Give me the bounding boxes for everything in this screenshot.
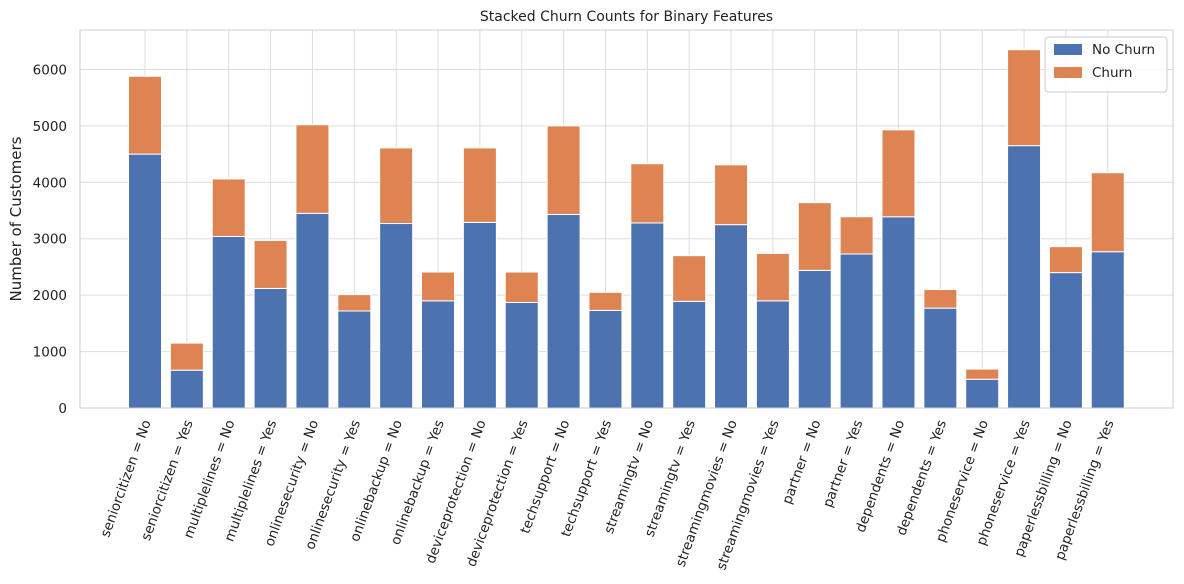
bar-churn (128, 75, 162, 155)
bar-churn (672, 255, 707, 302)
bar-no-churn (714, 224, 749, 409)
bar-no-churn (923, 307, 958, 409)
chart-title: Stacked Churn Counts for Binary Features (480, 9, 773, 25)
x-tick-label: partner = Yes (820, 418, 866, 510)
bar-no-churn (295, 212, 330, 409)
bar-no-churn (588, 309, 623, 409)
y-tick-label: 6000 (33, 62, 67, 78)
bar-churn (337, 294, 372, 312)
y-tick-label: 1000 (33, 345, 67, 361)
y-axis-label: Number of Customers (7, 136, 25, 301)
bar-no-churn (211, 235, 246, 409)
bar-churn (714, 164, 749, 226)
bar-churn (253, 239, 288, 289)
bar-churn (504, 271, 539, 303)
legend-swatch (1054, 67, 1082, 78)
bar-no-churn (169, 369, 204, 409)
bar-churn (421, 271, 456, 302)
bar-no-churn (797, 269, 832, 409)
y-tick-label: 5000 (33, 119, 67, 135)
bar-churn (295, 124, 330, 214)
bar-churn (211, 178, 246, 237)
y-tick-label: 4000 (33, 175, 67, 191)
bar-churn (379, 147, 414, 225)
bar-churn (965, 368, 1000, 380)
bar-churn (1090, 172, 1125, 253)
bar-no-churn (881, 216, 916, 409)
legend-label: Churn (1092, 65, 1132, 81)
legend-swatch (1054, 44, 1082, 55)
bar-churn (588, 291, 623, 311)
plot-frame (79, 29, 1174, 409)
bar-no-churn (1048, 272, 1083, 409)
bar-churn (797, 202, 832, 271)
bar-no-churn (965, 378, 1000, 409)
bar-churn (1048, 246, 1083, 274)
bar-no-churn (630, 222, 665, 409)
bar-no-churn (421, 300, 456, 409)
bar-no-churn (504, 301, 539, 409)
bar-churn (1007, 49, 1042, 147)
bar-churn (462, 147, 497, 223)
y-tick-label: 0 (58, 401, 67, 417)
bar-churn (839, 216, 874, 255)
bar-churn (923, 289, 958, 309)
y-tick-label: 2000 (33, 288, 67, 304)
legend: No Churn Churn (1044, 36, 1168, 93)
bar-no-churn (1007, 145, 1042, 409)
bar-no-churn (672, 300, 707, 409)
y-axis-ticks: 0 1000 2000 3000 4000 5000 6000 (33, 62, 67, 417)
bars (128, 49, 1125, 409)
bar-churn (546, 125, 581, 215)
bar-churn (169, 342, 204, 371)
bar-no-churn (546, 213, 581, 409)
bar-no-churn (379, 223, 414, 409)
legend-label: No Churn (1092, 42, 1155, 58)
bar-churn (630, 163, 665, 224)
bar-no-churn (462, 221, 497, 409)
bar-churn (881, 129, 916, 218)
bar-no-churn (337, 310, 372, 409)
y-tick-label: 3000 (33, 232, 67, 248)
bar-no-churn (253, 287, 288, 409)
bar-no-churn (755, 300, 790, 409)
bar-no-churn (839, 253, 874, 409)
bar-no-churn (128, 153, 162, 409)
bar-churn (755, 252, 790, 302)
bar-no-churn (1090, 251, 1125, 409)
x-tick-label: partner = No (779, 418, 824, 507)
